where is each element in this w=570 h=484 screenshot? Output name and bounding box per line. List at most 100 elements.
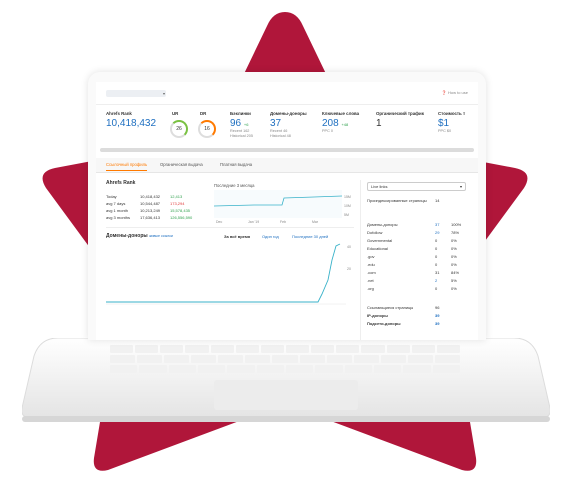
traffic-cost-label: Стоимость т <box>438 111 466 116</box>
dr-ring: 16 <box>198 120 216 138</box>
live-links-value: Live links <box>371 184 388 189</box>
stat-value: 14 <box>435 198 440 203</box>
stat-row: .edu 0 0% <box>367 262 471 267</box>
stat-value[interactable]: 39 <box>435 313 440 318</box>
metric-backlinks[interactable]: Бэклинки 96 +6 Recent 162 Historical 205 <box>230 111 253 139</box>
rank-change: 12,413 <box>170 194 183 199</box>
stat-value[interactable]: 39 <box>435 321 440 326</box>
chevron-down-icon: ▾ <box>162 91 165 96</box>
traffic-cost-value: $1 <box>438 118 450 129</box>
organic-traffic-label: Органический трафик <box>376 111 424 116</box>
live-links-select[interactable]: Live links ▾ <box>367 182 466 191</box>
tab-backlink-profile[interactable]: Ссылочный профиль <box>106 162 148 171</box>
how-to-use-link[interactable]: ❓ How to use <box>442 90 468 95</box>
rank-value: 10,213,249 <box>140 208 161 213</box>
stat-pct: 78% <box>451 230 460 235</box>
stat-label: .org <box>367 286 374 291</box>
domains-axis-y: 20 <box>347 267 351 271</box>
metrics-bar: Ahrefs Rank 10,418,432 UR 26 DR 16 Бэкли… <box>96 106 478 150</box>
domains-chart: 40 20 <box>106 243 351 305</box>
rank-axis-month: Feb <box>280 220 286 224</box>
stat-value: 0 <box>435 254 438 259</box>
domains-panel-title: Домены-доноры живые ссылки <box>106 233 173 239</box>
backlinks-value: 96 <box>230 118 242 129</box>
ur-ring: 26 <box>170 120 188 138</box>
stat-label: IP-доноры <box>367 313 388 318</box>
dr-label: DR <box>200 111 207 116</box>
stat-row: Educational 0 0% <box>367 246 471 251</box>
keywords-value: 208 <box>322 118 339 129</box>
stat-row: Домены-доноры 37 100% <box>367 222 471 227</box>
stat-pct: 0% <box>451 238 457 243</box>
stat-label: Dofollow <box>367 230 383 235</box>
range-all-time[interactable]: За всё время <box>224 234 251 239</box>
stat-pct: 100% <box>451 222 462 227</box>
stat-pct: 84% <box>451 270 460 275</box>
keywords-label: Ключевые слова <box>322 111 360 116</box>
stat-label: .edu <box>367 262 375 267</box>
rank-row: avg 7 days 10,544,487 173,294 <box>106 201 200 208</box>
domains-chart-line <box>106 243 341 303</box>
range-one-year[interactable]: Один год <box>262 234 279 239</box>
backlinks-delta: +6 <box>243 122 249 127</box>
ur-label: UR <box>172 111 179 116</box>
ref-domains-value: 37 <box>270 118 282 129</box>
rank-period: avg 7 days <box>106 201 126 206</box>
stat-row: .net 2 5% <box>367 278 471 283</box>
tab-paid-search[interactable]: Платная выдача <box>220 162 253 167</box>
rank-change: 126,556,590 <box>170 215 193 220</box>
range-last-30-days[interactable]: Последние 30 дней <box>292 234 329 239</box>
ref-domains-recent: Recent 46 <box>270 129 288 133</box>
divider <box>106 227 354 228</box>
chevron-down-icon: ▾ <box>459 184 462 189</box>
rank-table: Today 10,418,432 12,413 avg 7 days 10,544,48… <box>106 194 200 222</box>
horizontal-scrollbar[interactable] <box>100 148 474 152</box>
metric-ref-domains[interactable]: Домены-доноры 37 Recent 46 Historical 48 <box>270 111 307 139</box>
help-icon: ❓ <box>441 90 447 95</box>
stat-row: .com 31 84% <box>367 270 471 275</box>
metric-keywords[interactable]: Ключевые слова 208 +48 PPC 0 <box>322 111 359 134</box>
stat-pct: 0% <box>451 286 457 291</box>
app-screen: ▾ ❓ How to use Ahrefs Rank 10,418,432 UR… <box>96 82 478 340</box>
right-panel: Live links ▾ Проиндексированные страницы 1… <box>360 180 478 340</box>
stat-row: .org 0 0% <box>367 286 471 291</box>
tab-organic-search[interactable]: Органическая выдача <box>160 162 203 167</box>
metric-organic-traffic[interactable]: Органический трафик 1 <box>376 111 424 129</box>
rank-panel-title: Ahrefs Rank <box>106 180 136 186</box>
stat-value: 0 <box>435 286 438 291</box>
stat-value[interactable]: 37 <box>435 222 440 227</box>
stat-row: .gov 0 0% <box>367 254 471 259</box>
dr-value: 16 <box>204 126 210 132</box>
site-selector[interactable]: ▾ <box>106 90 166 97</box>
stat-label: Educational <box>367 246 388 251</box>
stat-value: 31 <box>435 270 440 275</box>
rank-change: 15,578,435 <box>170 208 191 213</box>
rank-chart-bg <box>214 190 342 218</box>
stat-label: .com <box>367 270 376 275</box>
domains-title-text: Домены-доноры <box>106 233 148 239</box>
rank-axis-month: Jan '19 <box>248 220 259 224</box>
ref-domains-label: Домены-доноры <box>270 111 307 116</box>
domains-subtitle[interactable]: живые ссылки <box>149 234 173 238</box>
organic-traffic-value: 1 <box>376 118 382 129</box>
stat-label: Ссылающиеся страницы <box>367 305 414 310</box>
rank-change: 173,294 <box>170 201 185 206</box>
tab-bar: Ссылочный профиль Органическая выдача Пл… <box>96 158 478 173</box>
rank-chart-line <box>214 195 343 207</box>
stat-row: Ссылающиеся страницы 96 <box>367 305 471 310</box>
ahrefs-rank-value: 10,418,432 <box>106 118 157 129</box>
rank-axis-y: 10M <box>344 204 351 208</box>
stat-value: 0 <box>435 238 438 243</box>
rank-axis-month: Dec <box>216 220 222 224</box>
stat-label: Подсети-доноры <box>367 321 401 326</box>
stat-pct: 0% <box>451 254 457 259</box>
metric-traffic-cost[interactable]: Стоимость т $1 PPC $0 <box>438 111 465 134</box>
stat-label: .gov <box>367 254 375 259</box>
traffic-cost-ppc: PPC $0 <box>438 129 452 133</box>
stat-value[interactable]: 2 <box>435 278 438 283</box>
rank-row: avg 1 month 10,213,249 15,578,435 <box>106 208 200 215</box>
stat-value[interactable]: 29 <box>435 230 440 235</box>
ahrefs-rank-label: Ahrefs Rank <box>106 111 132 116</box>
stat-label: Проиндексированные страницы <box>367 198 427 203</box>
keywords-delta: +48 <box>341 122 349 127</box>
